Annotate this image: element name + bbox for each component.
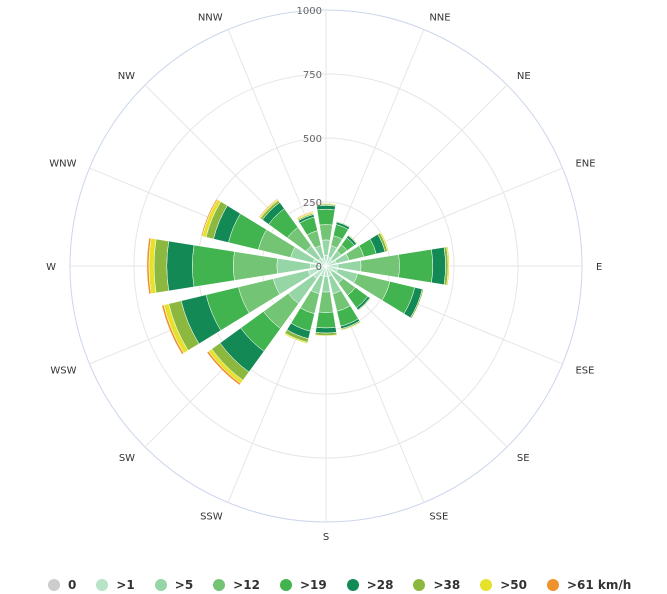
legend-item[interactable]: >19 [279,578,327,592]
legend-item[interactable]: 0 [48,578,76,592]
wind-bar-segment[interactable] [206,350,242,386]
legend-label: 0 [68,578,77,592]
legend-swatch-icon [480,579,493,591]
wind-bar-segment[interactable] [398,249,434,283]
legend-swatch-icon [48,579,60,591]
wind-rose-bars [146,198,450,386]
wind-bar-segment[interactable] [357,297,371,311]
wind-bar-segment[interactable] [410,288,424,319]
direction-label: SSE [429,511,448,522]
wind-bar-segment[interactable] [318,291,334,313]
wind-bar-segment[interactable] [161,304,185,355]
wind-bar-segment[interactable] [314,334,338,337]
legend-item[interactable]: >1 [96,578,135,592]
legend-swatch-icon [413,579,426,591]
legend-label: >19 [299,578,327,592]
legend: 0 >1 >5 >12 >19 >28 >38 >50 >61 km/h [48,576,651,594]
radial-tick-label: 1000 [297,6,322,17]
radial-tick-label: 0 [316,262,322,273]
wind-bar-segment[interactable] [336,220,351,228]
legend-label: >5 [174,578,194,592]
wind-rose-chart: 0 250 500 750 1000 N NNE NE ENE E ESE SE SSE S SSW SW W… [46,0,602,543]
legend-label: >61 km/h [567,578,632,592]
wind-bar-segment[interactable] [166,240,195,292]
legend-item[interactable]: >5 [154,578,194,592]
legend-item[interactable]: >38 [413,578,460,592]
direction-label: NW [118,71,135,82]
grid-spoke [325,84,508,267]
legend-swatch-icon [346,579,359,591]
wind-bar-segment[interactable] [316,208,336,226]
wind-bar-segment[interactable] [431,247,446,285]
direction-label: SW [119,453,135,464]
direction-label: W [46,262,56,273]
direction-label: WSW [50,365,76,376]
legend-swatch-icon [154,579,167,591]
wind-bar-segment[interactable] [146,237,152,295]
wind-bar-segment[interactable] [319,224,333,241]
direction-label: WNW [49,159,76,170]
wind-bar-segment[interactable] [360,254,400,278]
direction-label: E [596,262,602,273]
direction-labels: N NNE NE ENE E ESE SE SSE S SSW SW WSW W WNW NW NNW [46,0,602,543]
legend-item[interactable]: >12 [213,578,260,592]
wind-bar-segment[interactable] [341,321,362,332]
legend-swatch-icon [279,579,292,591]
wind-bar-segment[interactable] [379,231,390,252]
wind-bar-segment[interactable] [283,332,308,344]
direction-label: ESE [575,365,594,376]
direction-label: SE [517,453,530,464]
legend-item[interactable]: >28 [346,578,394,592]
wind-bar-segment[interactable] [153,238,170,294]
direction-label: S [323,532,329,543]
legend-label: >12 [233,578,260,592]
direction-label: SSW [200,511,223,522]
wind-bar-segment[interactable] [233,251,278,281]
wind-bar-segment[interactable] [200,198,218,237]
legend-label: >38 [433,578,461,592]
wind-bar-segment[interactable] [446,246,450,286]
legend-swatch-icon [96,579,109,591]
radial-tick-label: 750 [303,70,322,81]
radial-tick-labels: 0 250 500 750 1000 [297,6,322,273]
legend-label: >1 [116,578,135,592]
legend-swatch-icon [547,579,559,591]
legend-item[interactable]: >50 [480,578,527,592]
legend-label: >50 [500,578,527,592]
wind-bar-segment[interactable] [316,311,336,329]
legend-swatch-icon [213,579,226,591]
wind-bar-segment[interactable] [315,326,337,334]
legend-label: >28 [366,578,394,592]
direction-label: NE [517,71,531,82]
radial-tick-label: 500 [303,134,322,145]
direction-label: NNW [198,13,223,24]
radial-tick-label: 250 [303,198,322,209]
wind-bar-segment[interactable] [296,210,314,219]
wind-bar-segment[interactable] [315,203,337,206]
direction-label: ENE [575,159,595,170]
wind-bar-segment[interactable] [192,244,235,288]
legend-item[interactable]: >61 km/h [547,578,631,592]
wind-bar-segment[interactable] [347,234,358,245]
direction-label: NNE [429,13,450,24]
wind-bar-segment[interactable] [258,198,278,218]
direction-label: N [322,0,329,3]
